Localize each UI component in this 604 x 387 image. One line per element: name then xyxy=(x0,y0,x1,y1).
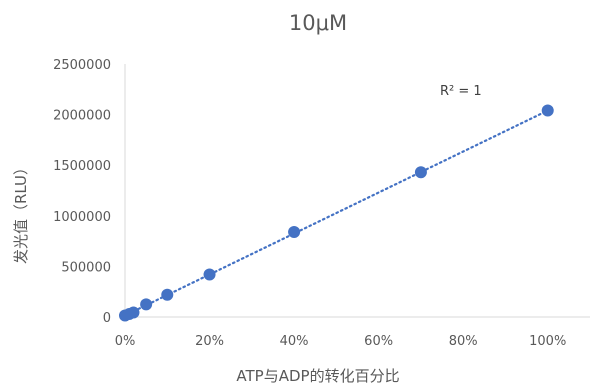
x-tick-label: 80% xyxy=(449,334,478,349)
y-tick-label: 1500000 xyxy=(53,159,111,174)
y-tick-label: 2500000 xyxy=(53,58,111,73)
trend-line xyxy=(123,109,549,317)
r-squared-annotation: R² = 1 xyxy=(440,84,482,99)
data-point xyxy=(127,306,140,319)
data-point xyxy=(288,225,301,238)
data-point xyxy=(161,288,174,301)
y-tick-label: 2000000 xyxy=(53,109,111,124)
y-tick-label: 1000000 xyxy=(53,210,111,225)
x-tick-label: 40% xyxy=(280,334,309,349)
x-tick-label: 20% xyxy=(195,334,224,349)
y-tick-label: 500000 xyxy=(61,260,111,275)
y-axis-title: 发光值（RLU） xyxy=(12,160,30,264)
y-tick-label: 0 xyxy=(103,311,111,326)
x-axis-title: ATP与ADP的转化百分比 xyxy=(236,367,399,385)
data-point xyxy=(140,298,153,311)
x-tick-label: 0% xyxy=(115,334,136,349)
data-point xyxy=(414,166,427,179)
data-point xyxy=(203,268,216,281)
data-point xyxy=(541,104,554,117)
x-tick-label: 100% xyxy=(529,334,566,349)
chart-title: 10μM xyxy=(289,11,347,35)
x-tick-label: 60% xyxy=(364,334,393,349)
